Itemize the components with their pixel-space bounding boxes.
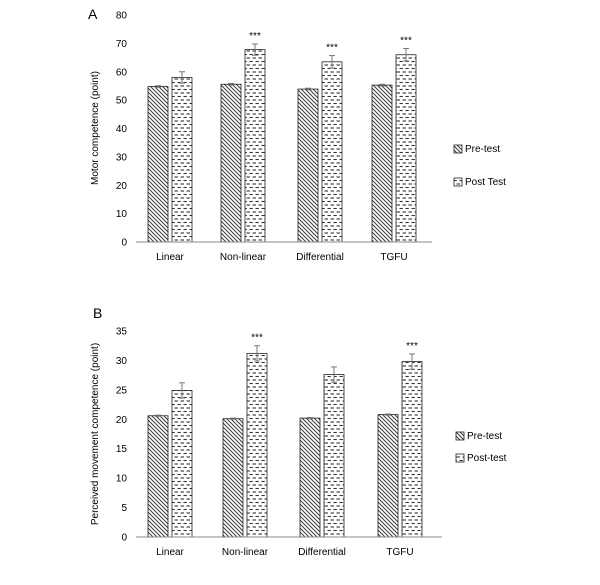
b-error-s0-c2 — [307, 417, 313, 420]
a-y-tick-2: 20 — [116, 181, 128, 192]
b-error-s0-c3 — [385, 413, 391, 416]
panel-b-legend-item-pre: Pre-test — [455, 431, 502, 442]
a-y-tick-1: 10 — [116, 209, 128, 220]
panel-a-x-tick-labels: Linear Non-linear Differential TGFU — [156, 252, 408, 263]
panel-a-legend: Pre-test Post Test — [453, 144, 506, 188]
panel-b-x-tick-labels: Linear Non-linear Differential TGFU — [156, 547, 414, 558]
a-bar-s0-c3 — [371, 84, 393, 243]
a-bar-s0-c0 — [147, 86, 169, 243]
b-error-s0-c0 — [155, 414, 161, 417]
a-y-tick-3: 30 — [116, 152, 128, 163]
b-y-tick-4: 20 — [116, 415, 128, 426]
panel-a-legend-item-pre: Pre-test — [453, 144, 500, 155]
b-x-tick-2: Differential — [298, 547, 346, 558]
panel-b: B Perceived movement competence (point) … — [90, 305, 507, 558]
b-y-tick-1: 5 — [121, 503, 127, 514]
panel-b-legend-swatch-pre — [455, 431, 465, 441]
a-bar-s1-c3 — [395, 54, 417, 243]
a-error-s0-c3 — [379, 83, 385, 87]
panel-a-legend-swatch-pre — [453, 144, 463, 154]
a-bar-s1-c2 — [321, 61, 343, 243]
a-y-tick-4: 40 — [116, 124, 128, 135]
panel-a: A Motor competence (point) 0 10 20 30 40 50 60… — [88, 6, 506, 263]
b-annotation-0: *** — [251, 333, 263, 344]
b-error-s1-c3 — [409, 353, 415, 370]
a-y-tick-6: 60 — [116, 67, 128, 78]
panel-b-label: B — [93, 305, 102, 321]
a-bar-s1-c0 — [171, 77, 193, 243]
b-bar-s0-c1 — [222, 418, 244, 538]
panel-a-bars — [147, 49, 417, 243]
a-y-tick-8: 80 — [116, 11, 128, 22]
a-error-s1-c0 — [179, 71, 185, 84]
panel-a-y-axis-label: Motor competence (point) — [90, 71, 101, 185]
b-bar-s1-c1 — [246, 352, 268, 538]
b-y-tick-2: 10 — [116, 474, 128, 485]
a-error-s1-c2 — [329, 55, 335, 69]
b-bar-s1-c0 — [171, 390, 193, 538]
panel-b-bars — [147, 352, 423, 538]
panel-a-legend-swatch-post — [453, 177, 463, 187]
b-bar-s0-c0 — [147, 415, 169, 538]
panel-b-legend-swatch-post — [455, 453, 465, 463]
b-x-tick-0: Linear — [156, 547, 184, 558]
a-annotation-0: *** — [249, 31, 261, 42]
a-bar-s0-c2 — [297, 88, 319, 243]
a-annotation-1: *** — [326, 43, 338, 54]
a-y-tick-5: 50 — [116, 96, 128, 107]
panel-b-legend-label-post: Post-test — [467, 453, 507, 464]
b-error-s1-c0 — [179, 382, 185, 399]
panel-a-legend-label-post: Post Test — [465, 177, 506, 188]
panel-a-label: A — [88, 6, 98, 22]
a-x-tick-0: Linear — [156, 252, 184, 263]
panel-a-legend-label-pre: Pre-test — [465, 144, 500, 155]
b-y-tick-5: 25 — [116, 385, 128, 396]
panel-a-annotations: *** *** *** — [249, 31, 412, 54]
a-bar-s1-c1 — [244, 49, 266, 243]
panel-a-error-bars — [155, 43, 409, 91]
b-bar-s1-c2 — [323, 374, 345, 538]
b-bar-s1-c3 — [401, 361, 423, 538]
a-error-s1-c3 — [403, 47, 409, 62]
a-error-s0-c2 — [305, 87, 311, 91]
panel-b-y-ticks: 0 5 10 15 20 25 30 35 — [116, 327, 128, 544]
a-x-tick-3: TGFU — [380, 252, 407, 263]
panel-a-y-ticks: 0 10 20 30 40 50 60 70 80 — [116, 11, 128, 249]
a-error-s1-c1 — [252, 43, 258, 56]
a-y-tick-7: 70 — [116, 39, 128, 50]
b-x-tick-1: Non-linear — [222, 547, 269, 558]
b-error-s0-c1 — [230, 417, 236, 420]
panel-b-legend-label-pre: Pre-test — [467, 431, 502, 442]
b-y-tick-0: 0 — [121, 533, 127, 544]
b-y-tick-3: 15 — [116, 444, 128, 455]
b-y-tick-7: 35 — [116, 327, 128, 338]
b-error-s1-c2 — [331, 366, 337, 383]
panel-b-legend-item-post: Post-test — [455, 453, 507, 464]
panel-b-annotations: *** *** — [251, 333, 418, 352]
b-annotation-1: *** — [406, 341, 418, 352]
panel-b-y-axis-label: Perceived movement competence (point) — [90, 343, 101, 525]
a-x-tick-1: Non-linear — [220, 252, 267, 263]
b-bar-s0-c2 — [299, 417, 321, 538]
a-x-tick-2: Differential — [296, 252, 344, 263]
panel-a-legend-item-post: Post Test — [453, 177, 506, 188]
b-y-tick-6: 30 — [116, 356, 128, 367]
panel-b-legend: Pre-test Post-test — [455, 431, 507, 464]
panel-b-error-bars — [155, 345, 415, 420]
b-bar-s0-c3 — [377, 414, 399, 538]
a-annotation-2: *** — [400, 35, 412, 46]
a-y-tick-0: 0 — [121, 238, 127, 249]
a-error-s0-c0 — [155, 85, 161, 88]
a-bar-s0-c1 — [220, 83, 242, 243]
b-x-tick-3: TGFU — [386, 547, 413, 558]
a-error-s0-c1 — [228, 82, 234, 86]
b-error-s1-c1 — [254, 345, 260, 362]
